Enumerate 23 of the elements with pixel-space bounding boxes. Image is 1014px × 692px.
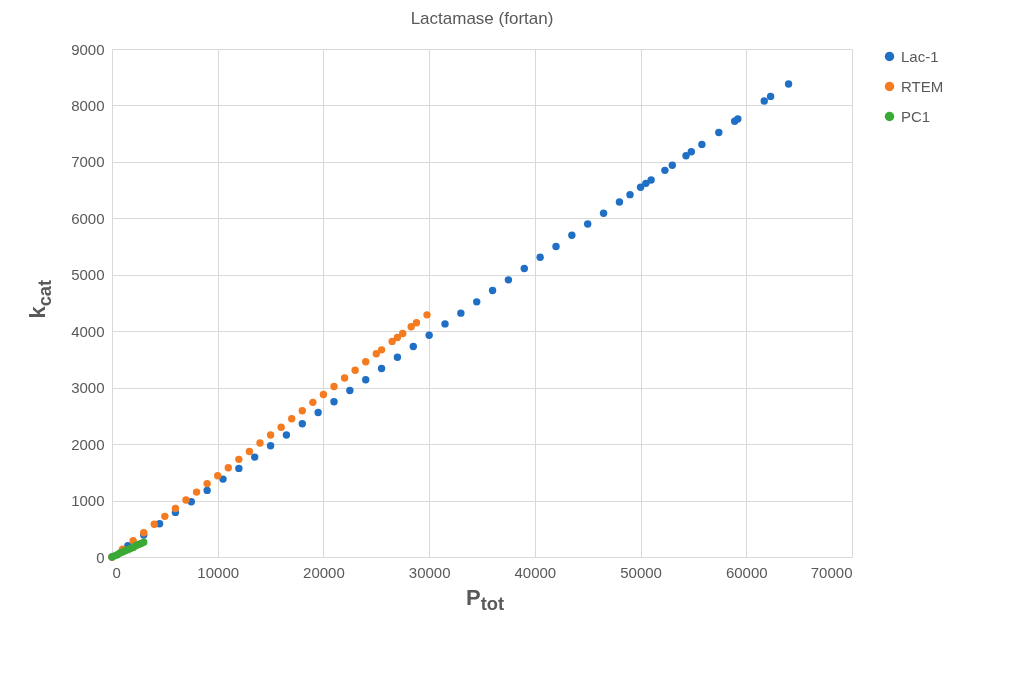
y-tick-label: 9000: [71, 40, 105, 58]
y-tick-label: 6000: [71, 209, 105, 227]
y-tick-label: 8000: [71, 96, 105, 114]
x-tick-label: 70000: [810, 563, 853, 581]
x-tick-label: 10000: [197, 563, 240, 581]
x-tick-label: 20000: [303, 563, 345, 581]
y-tick-label: 3000: [71, 379, 105, 397]
chart-title: Lactamase (fortan): [410, 9, 554, 28]
y-tick-label: 0: [96, 548, 105, 566]
x-tick-label: 50000: [620, 563, 662, 581]
legend-label: RTEM: [901, 77, 944, 95]
y-tick-label: 5000: [71, 266, 105, 284]
x-tick-label: 60000: [725, 563, 768, 581]
y-tick-label: 4000: [71, 322, 105, 340]
x-tick-label: 40000: [514, 563, 557, 581]
y-tick-label: 1000: [71, 492, 105, 510]
y-tick-label: 7000: [71, 153, 105, 171]
legend-label: PC1: [901, 107, 931, 125]
x-tick-label: 0: [112, 563, 121, 581]
x-tick-label: 30000: [408, 563, 451, 581]
y-tick-label: 2000: [71, 435, 105, 453]
legend-label: Lac-1: [901, 47, 939, 65]
x-axis-title: P$_{tot}$: [466, 585, 505, 616]
